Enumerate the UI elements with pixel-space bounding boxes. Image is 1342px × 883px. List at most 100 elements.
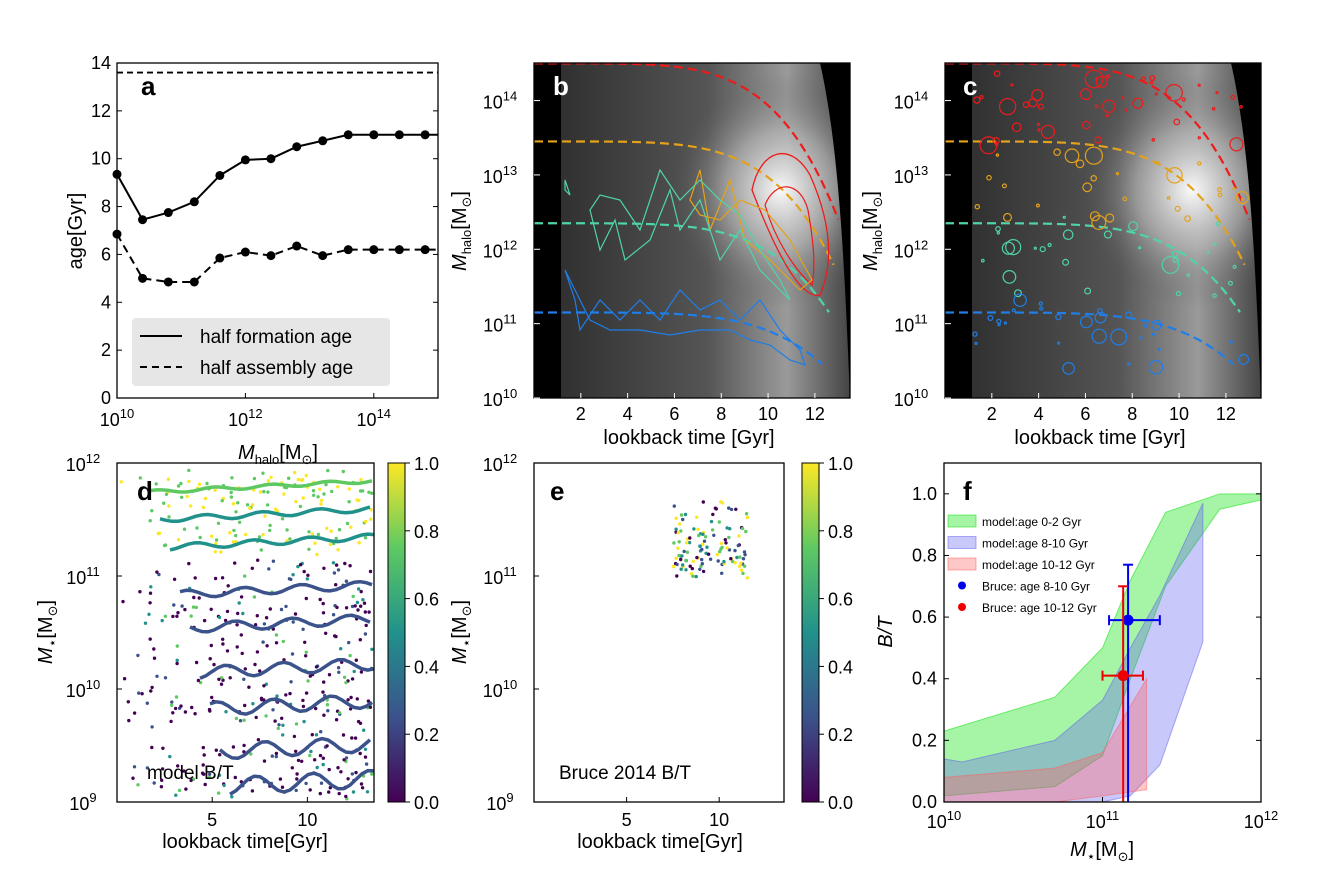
halo-marker — [1150, 319, 1162, 331]
data-point — [709, 519, 714, 524]
halo-marker — [974, 341, 978, 345]
data-point — [187, 561, 191, 566]
data-point — [126, 700, 130, 704]
data-point — [228, 676, 232, 680]
halo-marker — [1040, 124, 1056, 139]
data-point — [295, 772, 299, 776]
data-point — [350, 772, 354, 776]
halo-marker — [1171, 250, 1179, 258]
data-point — [187, 479, 191, 484]
data-point — [184, 787, 188, 791]
data-point — [150, 685, 154, 690]
halo-marker — [1148, 359, 1164, 375]
tick-label: 6 — [101, 244, 111, 264]
track-line — [945, 311, 1234, 365]
data-point — [301, 627, 305, 631]
data-point — [274, 633, 279, 637]
data-point — [321, 690, 325, 694]
tick-label: 1010 — [66, 677, 101, 701]
data-point — [189, 277, 199, 287]
data-point — [742, 550, 747, 554]
data-point — [225, 609, 230, 614]
halo-marker — [1132, 97, 1144, 109]
data-point — [342, 675, 347, 679]
data-point — [318, 136, 328, 146]
panel-e: e Bruce 2014 B/T 5 10 109 1010 1011 1012 look… — [483, 451, 853, 853]
data-point — [268, 528, 272, 533]
data-point — [729, 507, 734, 512]
data-point — [221, 637, 225, 641]
data-point — [679, 567, 683, 571]
data-point — [355, 697, 359, 701]
data-point — [343, 561, 347, 566]
data-point — [149, 689, 153, 693]
tick-label: 0.6 — [828, 590, 853, 610]
data-point — [344, 680, 348, 685]
data-point — [353, 604, 357, 608]
panel-a: half formation age half assembly age a 0… — [65, 53, 439, 467]
contour-red — [751, 153, 830, 296]
data-point — [209, 643, 213, 648]
halo-marker — [1181, 97, 1186, 102]
data-point — [344, 579, 349, 583]
data-point — [213, 576, 218, 581]
data-point — [292, 470, 297, 475]
data-point — [348, 564, 352, 568]
data-point — [167, 515, 171, 519]
tick-label: 6 — [1080, 404, 1090, 424]
plot-frame — [533, 462, 785, 803]
tick-label: 1012 — [483, 451, 518, 475]
data-point — [307, 530, 311, 534]
data-point — [216, 521, 221, 525]
data-point — [720, 545, 724, 550]
data-point — [322, 680, 326, 684]
tick-label: 1011 — [483, 564, 517, 588]
data-point — [175, 661, 179, 666]
data-point — [675, 574, 679, 578]
data-point — [175, 614, 179, 618]
data-point — [306, 679, 310, 683]
data-point — [219, 682, 224, 686]
tick-label: 0.8 — [414, 522, 439, 542]
halo-marker — [1005, 239, 1022, 256]
tick-label: 1011 — [66, 564, 100, 588]
data-point — [210, 695, 214, 700]
data-point — [326, 468, 330, 473]
data-point — [172, 603, 176, 607]
data-point — [210, 534, 214, 538]
data-point — [354, 770, 358, 775]
legend: model:age 0-2 Gyr model:age 8-10 Gyr model… — [947, 514, 1097, 615]
data-point — [235, 645, 239, 649]
data-point — [155, 674, 159, 678]
data-point — [271, 708, 275, 712]
halo-marker — [1172, 256, 1179, 263]
x-axis-label: lookback time[Gyr] — [162, 831, 328, 853]
halo-marker — [1075, 159, 1085, 169]
data-point — [262, 489, 266, 494]
data-point — [318, 791, 322, 796]
data-point — [358, 489, 363, 493]
data-point — [363, 610, 367, 614]
tick-label: 12 — [1216, 404, 1236, 424]
error-points — [1101, 563, 1161, 802]
tick-label: 1013 — [483, 163, 518, 187]
data-point — [240, 651, 244, 656]
halo-marker — [1124, 311, 1133, 319]
data-point — [319, 730, 323, 734]
data-point — [708, 557, 713, 561]
data-point — [197, 596, 201, 600]
data-point — [147, 612, 151, 616]
halo-marker — [1055, 313, 1062, 321]
data-point — [313, 758, 317, 762]
halo-marker — [1151, 138, 1156, 142]
data-point — [264, 682, 268, 686]
tick-label: 4 — [623, 404, 633, 424]
legend-swatch — [947, 557, 977, 571]
scatter-points — [671, 500, 750, 580]
data-point — [193, 576, 197, 580]
data-point — [357, 498, 361, 503]
halo-marker — [1079, 315, 1093, 329]
data-point — [336, 485, 340, 489]
plot-frame — [944, 62, 1262, 399]
data-point — [302, 569, 306, 574]
